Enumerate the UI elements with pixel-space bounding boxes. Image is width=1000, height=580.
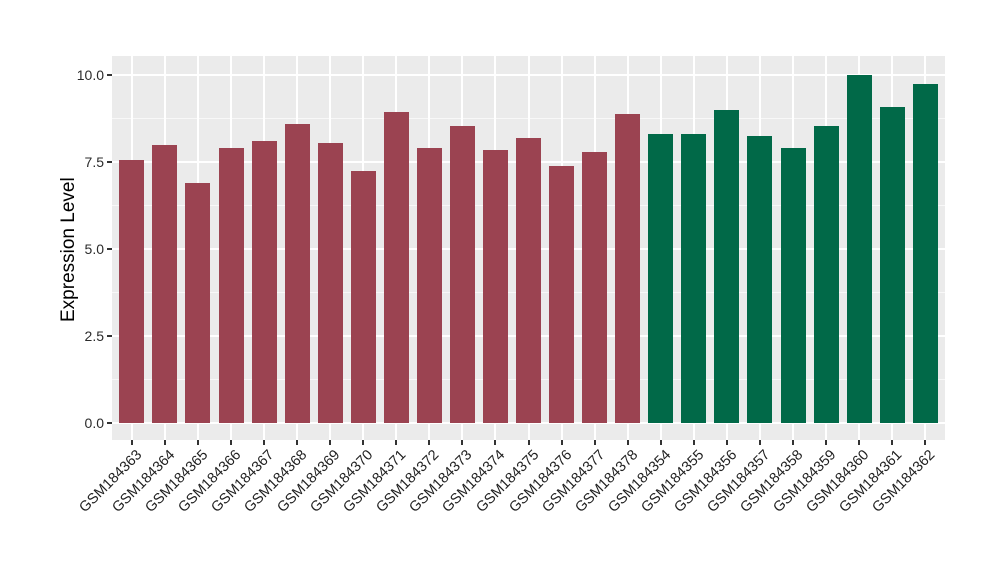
y-tick-mark [107,335,112,338]
bar-GSM184362 [912,83,938,423]
y-tick-label: 10.0 [76,67,104,84]
bar-GSM184375 [516,137,542,423]
x-tick-mark [428,440,431,445]
x-tick-mark [196,440,199,445]
x-tick-mark [560,440,563,445]
x-tick-mark [858,440,861,445]
x-tick-mark [230,440,233,445]
bar-GSM184373 [449,125,475,423]
bar-GSM184372 [416,148,442,423]
y-tick-mark [107,248,112,251]
bar-GSM184366 [218,148,244,423]
y-tick-mark [107,74,112,77]
x-tick-mark [593,440,596,445]
bar-GSM184358 [780,148,806,423]
bar-GSM184359 [813,125,839,423]
x-tick-mark [792,440,795,445]
bar-GSM184357 [747,136,773,423]
x-tick-mark [758,440,761,445]
bar-GSM184354 [648,134,674,423]
bar-GSM184365 [185,183,211,423]
y-tick-label: 2.5 [84,328,104,345]
bar-GSM184368 [284,123,310,423]
x-tick-mark [296,440,299,445]
x-tick-mark [163,440,166,445]
bar-GSM184369 [317,143,343,423]
bar-GSM184356 [714,110,740,423]
x-tick-mark [130,440,133,445]
bar-GSM184370 [350,170,376,423]
x-tick-mark [329,440,332,445]
x-tick-mark [825,440,828,445]
x-tick-mark [494,440,497,445]
y-tick-label: 0.0 [84,415,104,431]
x-tick-mark [725,440,728,445]
plot-panel [112,56,945,440]
y-tick-label: 5.0 [84,241,104,258]
y-tick-label: 7.5 [84,154,104,171]
x-tick-mark [362,440,365,445]
bar-GSM184360 [846,75,872,423]
x-tick-mark [461,440,464,445]
bar-GSM184371 [383,111,409,423]
bar-GSM184355 [681,134,707,423]
x-tick-mark [395,440,398,445]
x-tick-mark [659,440,662,445]
x-tick-mark [527,440,530,445]
bar-GSM184361 [879,106,905,423]
y-tick-mark [107,422,112,424]
bar-GSM184374 [482,150,508,423]
bar-GSM184364 [152,144,178,423]
x-tick-mark [626,440,629,445]
bar-GSM184376 [549,165,575,423]
bar-GSM184363 [119,160,145,423]
x-tick-mark [924,440,927,445]
bar-GSM184367 [251,141,277,423]
x-tick-mark [891,440,894,445]
bar-GSM184378 [615,113,641,423]
x-tick-mark [692,440,695,445]
bar-GSM184377 [582,151,608,423]
y-tick-mark [107,161,112,164]
x-tick-mark [263,440,266,445]
